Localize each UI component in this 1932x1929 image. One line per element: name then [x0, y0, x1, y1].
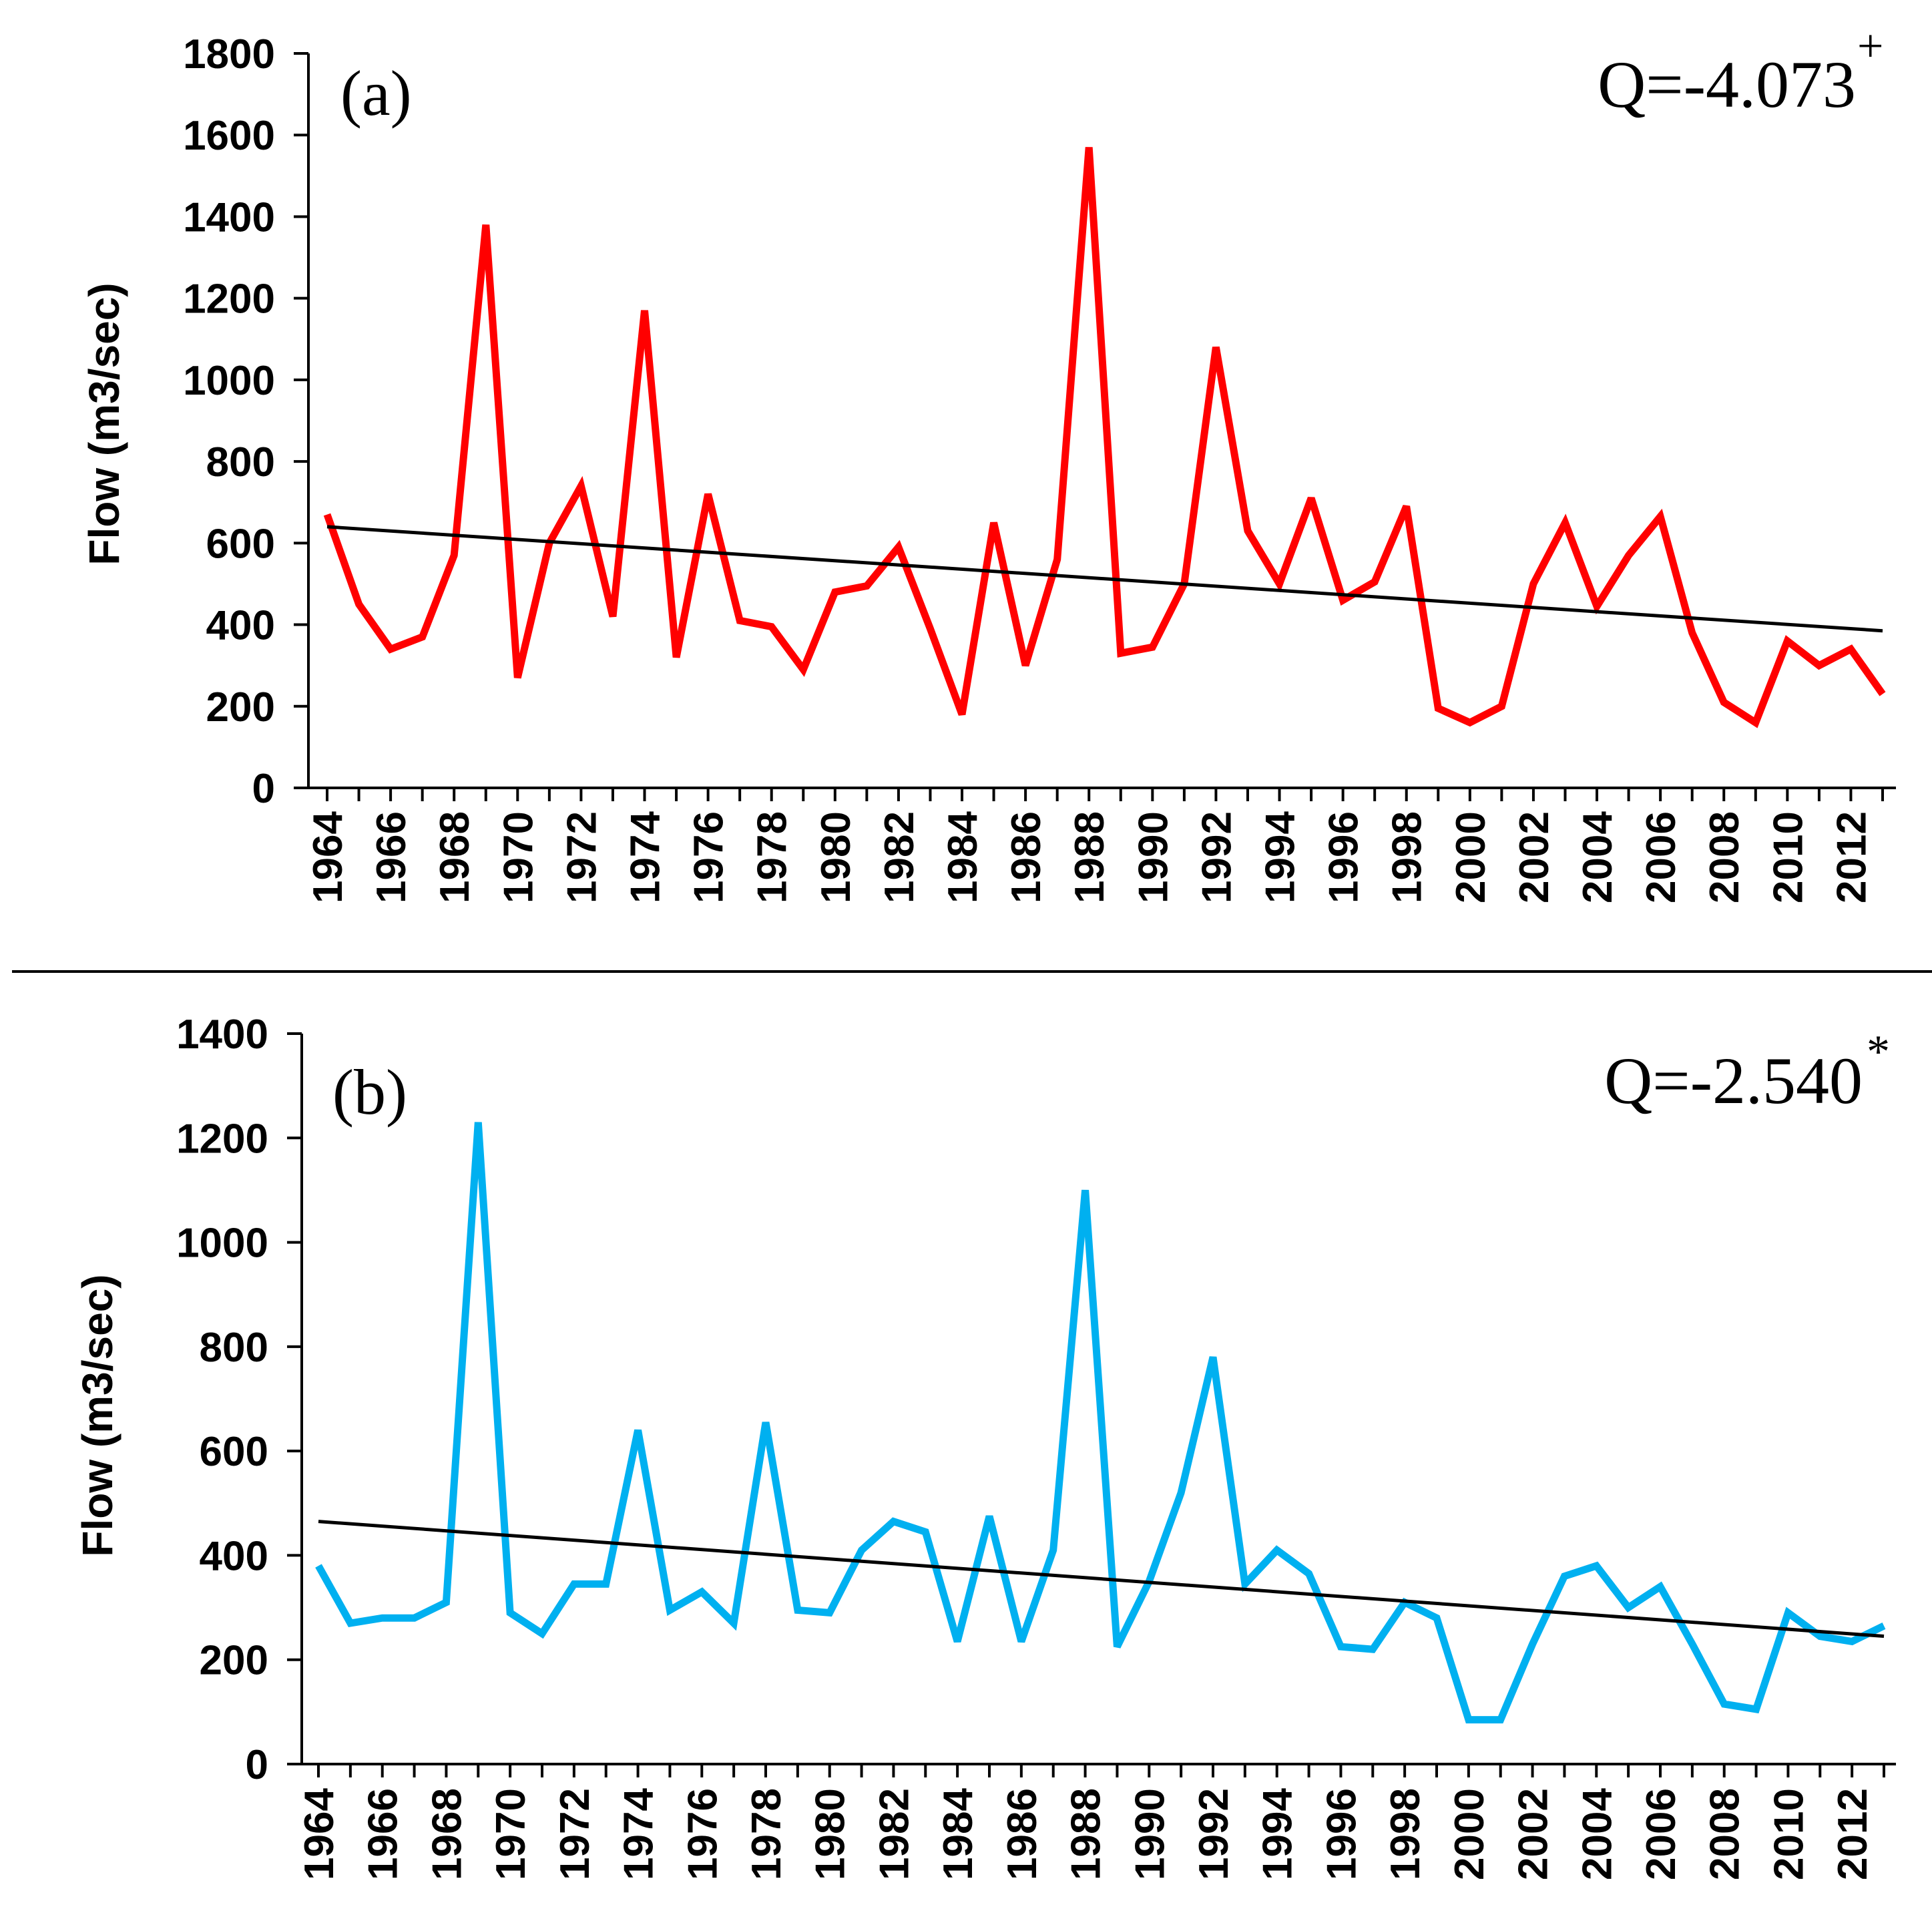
panel-b-flow-line — [315, 1122, 1886, 1724]
panel-a-y-tick-label: 1400 — [183, 194, 275, 240]
panel-b-x-tick-label: 1988 — [1063, 1788, 1110, 1880]
panel-a-x-tick-label: 1970 — [495, 811, 541, 903]
panel-a-y-tick-label: 1000 — [183, 358, 275, 404]
panel-a-stat: Q=-4.073 — [1598, 47, 1856, 122]
panel-b-x-tick-label: 1966 — [360, 1788, 407, 1880]
panel-a-y-tick-label: 1800 — [183, 31, 275, 77]
panel-b-x-tick-label: 2012 — [1830, 1788, 1876, 1880]
panel-a-trend-line — [326, 525, 1883, 633]
panel-a-flow-line — [323, 147, 1886, 728]
panel-b-x-tick-label: 1984 — [935, 1787, 981, 1880]
panel-a-x-tick-label: 1988 — [1067, 811, 1113, 903]
panel-a-y-axis-title: Flow (m3/sec) — [80, 282, 128, 565]
panel-a-x-tick-label: 1982 — [877, 811, 923, 903]
panel-b-stat-superscript: * — [1867, 1026, 1890, 1078]
panel-a-x-tick-label: 1974 — [623, 811, 669, 903]
panel-a-x-tick-label: 1990 — [1130, 811, 1176, 903]
panel-a-y-axis: 0 200 400 600 800 1000 1200 1400 1600 1800 — [183, 31, 310, 812]
panel-b-trend-line — [318, 1520, 1885, 1639]
panel-a-y-tick-label: 0 — [252, 766, 275, 812]
panel-a-x-tick-label: 1968 — [432, 811, 478, 903]
panel-a-y-tick-label: 200 — [206, 684, 275, 730]
panel-b-x-tick-label: 2002 — [1511, 1788, 1557, 1880]
panel-b-x-tick-label: 1998 — [1383, 1788, 1429, 1880]
panel-b-x-tick-label: 2000 — [1447, 1788, 1493, 1880]
panel-b-y-tick-label: 0 — [246, 1742, 268, 1788]
panel-a-x-tick-label: 1996 — [1321, 811, 1367, 903]
panel-a-x-tick-label: 2012 — [1829, 811, 1875, 903]
panel-a-x-tick-label: 2000 — [1448, 811, 1494, 903]
panel-b-stat: Q=-2.540 — [1604, 1044, 1863, 1118]
panel-b-x-tick-label: 2008 — [1702, 1788, 1748, 1880]
panel-a-x-tick-label: 1976 — [686, 811, 732, 903]
panel-a-y-tick-label: 400 — [206, 603, 275, 649]
panel-a-x-tick-label: 2004 — [1575, 811, 1621, 903]
panel-b-x-tick-label: 2006 — [1638, 1788, 1684, 1880]
panel-b-y-tick-label: 1400 — [176, 1012, 268, 1058]
panel-a-x-tick-label: 1986 — [1003, 811, 1049, 903]
panel-b-x-tick-label: 1972 — [552, 1788, 598, 1880]
panel-b-y-tick-label: 1200 — [176, 1116, 268, 1162]
panel-b-series — [315, 1122, 1886, 1724]
panel-a-x-tick-label: 1984 — [940, 811, 986, 903]
panel-b-x-tick-label: 1982 — [871, 1788, 917, 1880]
panel-b-x-tick-label: 1964 — [296, 1787, 342, 1880]
panel-b-label: (b) — [332, 1056, 407, 1128]
panel-b-x-tick-label: 1974 — [616, 1787, 662, 1880]
panel-a-x-tick-label: 1994 — [1258, 811, 1304, 903]
panel-b-x-tick-label: 1968 — [424, 1788, 470, 1880]
panel-a-x-tick-label: 2002 — [1511, 811, 1557, 903]
panel-a-x-tick-label: 1972 — [559, 811, 605, 903]
panel-a-x-tick-label: 2008 — [1702, 811, 1748, 903]
panel-b-y-tick-label: 800 — [200, 1325, 268, 1371]
panel-b-x-tick-label: 1980 — [808, 1788, 854, 1880]
panel-b-x-tick-label: 2004 — [1574, 1787, 1620, 1880]
panel-b-x-tick-label: 1976 — [680, 1788, 726, 1880]
panel-a-series — [323, 147, 1886, 728]
panel-a-x-tick-label: 1980 — [813, 811, 859, 903]
panel-b-y-tick-label: 600 — [200, 1429, 268, 1475]
panel-a-y-tick-label: 600 — [206, 521, 275, 567]
panel-a-x-tick-label: 1966 — [369, 811, 415, 903]
panel-b-x-tick-label: 1992 — [1191, 1788, 1237, 1880]
panel-a-y-tick-label: 800 — [206, 439, 275, 485]
panel-a-x-tick-label: 2006 — [1638, 811, 1684, 903]
panel-a-x-tick-label: 1964 — [305, 811, 351, 903]
panel-b-y-axis: 0 200 400 600 800 1000 1200 1400 — [176, 1012, 303, 1788]
panel-b-x-tick-label: 2010 — [1766, 1788, 1812, 1880]
panel-a-x-tick-label: 2010 — [1765, 811, 1811, 903]
panel-a-x-tick-label: 1998 — [1385, 811, 1431, 903]
panel-b-y-tick-label: 400 — [200, 1533, 268, 1579]
panel-b-x-axis: 1964 1966 1968 1970 1972 1974 1976 1978 1980 1982… — [296, 1763, 1896, 1880]
panel-b-x-tick-label: 1986 — [999, 1788, 1045, 1880]
panel-b-x-tick-label: 1970 — [488, 1788, 534, 1880]
panel-b-y-tick-label: 1000 — [176, 1221, 268, 1267]
panel-a-y-tick-label: 1200 — [183, 276, 275, 323]
panel-b-x-tick-label: 1996 — [1318, 1788, 1365, 1880]
panel-a-x-tick-label: 1992 — [1194, 811, 1240, 903]
panel-a-stat-text: Q=-4.073 — [1598, 47, 1856, 122]
panel-b-x-tick-label: 1978 — [744, 1788, 790, 1880]
panel-a-x-axis: 1964 1966 1968 1970 1972 1974 1976 1978 1980 1982… — [305, 787, 1896, 903]
panel-b-stat-text: Q=-2.540 — [1604, 1044, 1863, 1118]
panel-a-label: (a) — [340, 57, 412, 129]
panel-b-x-tick-label: 1994 — [1255, 1787, 1301, 1880]
panel-b-y-tick-label: 200 — [200, 1638, 268, 1684]
panel-b-x-tick-label: 1990 — [1127, 1788, 1173, 1880]
panel-a-y-tick-label: 1600 — [183, 113, 275, 159]
panel-a-x-tick-label: 1978 — [750, 811, 796, 903]
panel-a-stat-superscript: + — [1857, 21, 1883, 72]
panel-b-y-axis-title: Flow (m3/sec) — [73, 1274, 122, 1556]
